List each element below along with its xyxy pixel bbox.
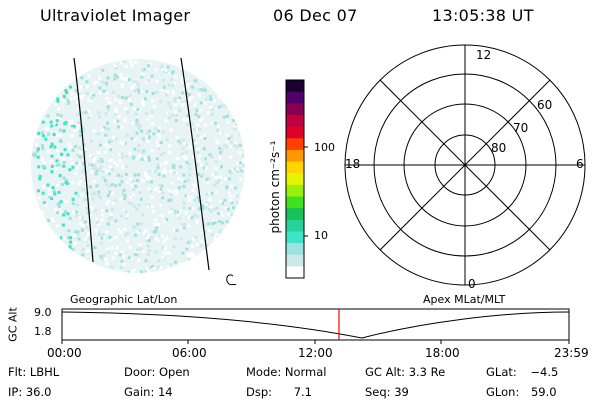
colorbar-cell [286, 103, 304, 116]
timeline-xtick-label-0000: 00:00 [47, 346, 82, 360]
door-value: Open [158, 365, 190, 379]
colorbar [285, 79, 308, 279]
timeline-right-title: Apex MLat/MLT [423, 293, 506, 306]
colorbar-cell [286, 80, 304, 93]
limb-glyph [226, 274, 237, 286]
timeline-ytick-1-8: 1.8 [34, 325, 52, 338]
colorbar-cell [286, 184, 304, 198]
colorbar-cell [286, 196, 304, 209]
info-door: Door: Open [124, 365, 190, 379]
info-seq: Seq: 39 [365, 385, 409, 399]
flt-label: Flt: [8, 365, 27, 379]
glon-value: 59.0 [530, 385, 557, 399]
flt-value: LBHL [29, 365, 60, 379]
timeline-xtick-label-1200: 12:00 [298, 346, 333, 360]
gain-value: 14 [157, 385, 173, 399]
colorbar-cell [286, 231, 304, 244]
lat-label-80: 80 [491, 141, 507, 155]
colorbar-tick-label-10: 10 [314, 229, 328, 242]
info-glat: GLat: −4.5 [486, 365, 558, 379]
colorbar-cell [286, 126, 304, 139]
mlt-label-6: 6 [576, 157, 584, 171]
gain-label: Gain: [124, 385, 155, 399]
colorbar-cell [286, 208, 304, 221]
lat-label-70: 70 [513, 121, 529, 135]
lat-label-60: 60 [537, 98, 553, 112]
info-dsp: Dsp: 7.1 [246, 385, 312, 399]
colorbar-cell [286, 138, 304, 151]
timeline-xtick-label-2359: 23:59 [554, 346, 589, 360]
info-flt: Flt: LBHL [8, 365, 59, 379]
colorbar-cell [286, 243, 304, 256]
time-label: 13:05:38 UT [432, 6, 534, 25]
colorbar-cell [286, 219, 304, 233]
uv-image-disc [31, 59, 245, 273]
mode-label: Mode: [246, 365, 282, 379]
terminator-line-right [180, 57, 210, 271]
colorbar-cell [286, 173, 304, 186]
timeline-ytick-9: 9.0 [34, 306, 52, 319]
glat-value: −4.5 [530, 365, 559, 379]
colorbar-cell [286, 266, 304, 279]
seq-value: 39 [394, 385, 409, 399]
timeline-left-title: Geographic Lat/Lon [70, 293, 178, 306]
info-gcalt: GC Alt: 3.3 Re [365, 365, 445, 379]
timeline-xtick-label-0600: 06:00 [172, 346, 207, 360]
glon-label: GLon: [486, 385, 520, 399]
mlt-label-18: 18 [345, 157, 361, 171]
mlt-label-12: 12 [476, 48, 492, 62]
colorbar-cell [286, 254, 304, 267]
gcalt-value: 3.3 Re [408, 365, 446, 379]
terminator-line-left [73, 57, 94, 263]
info-mode: Mode: Normal [246, 365, 326, 379]
info-ip: IP: 36.0 [8, 385, 51, 399]
timeline-xtick-label-1800: 18:00 [425, 346, 460, 360]
colorbar-cell [286, 114, 304, 128]
colorbar-cell [286, 91, 304, 104]
door-label: Door: [124, 365, 156, 379]
info-gain: Gain: 14 [124, 385, 173, 399]
mode-value: Normal [284, 365, 327, 379]
date-label: 06 Dec 07 [273, 6, 358, 25]
seq-label: Seq: [365, 385, 391, 399]
dsp-value: 7.1 [293, 385, 312, 399]
altitude-curve [61, 311, 570, 339]
colorbar-cell [286, 161, 304, 174]
colorbar-tick-label-100: 100 [314, 141, 335, 154]
polar-diagonal-2 [379, 79, 551, 251]
gcalt-label: GC Alt: [365, 365, 406, 379]
colorbar-cell [286, 149, 304, 163]
mlt-label-0: 0 [468, 277, 476, 291]
instrument-title: Ultraviolet Imager [40, 6, 191, 25]
info-glon: GLon: 59.0 [486, 385, 557, 399]
glat-label: GLat: [486, 365, 517, 379]
ip-value: 36.0 [25, 385, 52, 399]
dsp-label: Dsp: [246, 385, 273, 399]
ip-label: IP: [8, 385, 23, 399]
